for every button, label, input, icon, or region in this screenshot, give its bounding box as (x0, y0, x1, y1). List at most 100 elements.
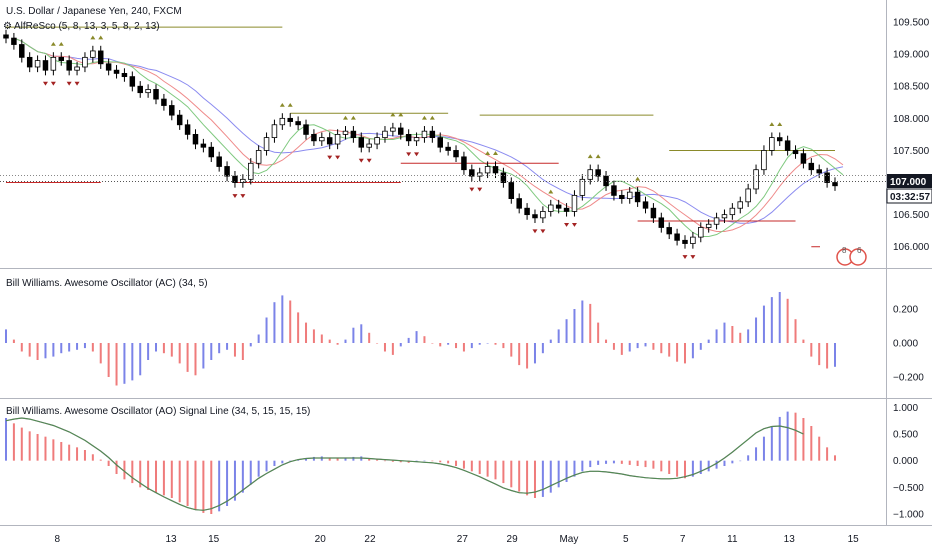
candle[interactable] (248, 162, 254, 180)
candle[interactable] (358, 137, 365, 148)
candle[interactable] (390, 127, 396, 132)
candle[interactable] (650, 207, 657, 219)
candle[interactable] (784, 140, 791, 151)
candle[interactable] (74, 66, 80, 71)
candle[interactable] (216, 156, 222, 167)
candle[interactable] (161, 98, 167, 106)
candle[interactable] (461, 156, 467, 171)
candle[interactable] (3, 34, 9, 39)
candle[interactable] (382, 130, 388, 139)
candle[interactable] (176, 114, 183, 126)
candle[interactable] (484, 166, 491, 174)
candle[interactable] (792, 150, 799, 155)
candle[interactable] (19, 44, 25, 58)
candle[interactable] (145, 89, 151, 94)
candle[interactable] (263, 137, 270, 151)
candle[interactable] (776, 137, 783, 142)
candle[interactable] (453, 150, 459, 158)
candle[interactable] (698, 227, 704, 238)
candle[interactable] (816, 169, 822, 174)
candle[interactable] (334, 133, 341, 145)
candle[interactable] (705, 223, 712, 228)
candle[interactable] (26, 56, 33, 68)
candle[interactable] (350, 130, 357, 139)
candle[interactable] (200, 143, 207, 148)
candle[interactable] (571, 194, 578, 212)
candle[interactable] (579, 178, 586, 196)
time-axis[interactable]: 8 13 15 20 22 27 29 May 5 7 11 13 15 (55, 534, 860, 545)
candle[interactable] (429, 130, 436, 139)
candle[interactable] (626, 191, 633, 199)
candles[interactable] (3, 29, 838, 249)
candle[interactable] (587, 169, 593, 180)
price-axis[interactable]: 109.500 109.000 108.500 108.000 107.500 106.5… (893, 18, 930, 254)
candle[interactable] (342, 130, 349, 135)
candle[interactable] (398, 127, 404, 135)
candle[interactable] (548, 204, 554, 212)
candle[interactable] (169, 105, 175, 116)
event-icon-flag[interactable] (849, 248, 867, 266)
candle[interactable] (153, 89, 159, 100)
candle[interactable] (690, 236, 696, 244)
candle[interactable] (311, 133, 317, 142)
candle[interactable] (619, 194, 625, 199)
candle[interactable] (832, 182, 838, 187)
candle[interactable] (658, 217, 665, 228)
candle[interactable] (374, 137, 380, 145)
candle[interactable] (105, 63, 112, 71)
candle[interactable] (824, 172, 830, 183)
candle[interactable] (761, 150, 767, 171)
ac-axis[interactable]: 0.200 0.000 −0.200 (893, 305, 924, 384)
candle[interactable] (437, 137, 443, 148)
event-badge[interactable]: 8 6 (836, 246, 867, 266)
candle[interactable] (713, 217, 720, 225)
candle[interactable] (508, 182, 515, 199)
candle[interactable] (319, 137, 325, 142)
candle[interactable] (240, 178, 246, 183)
candle[interactable] (34, 60, 41, 68)
candle[interactable] (271, 124, 278, 139)
candle[interactable] (595, 169, 601, 177)
candle[interactable] (129, 76, 136, 87)
candle[interactable] (563, 207, 570, 212)
candle[interactable] (11, 37, 17, 45)
ao-histogram[interactable] (5, 411, 836, 514)
candle[interactable] (137, 85, 143, 94)
candle[interactable] (287, 117, 293, 122)
candle[interactable] (532, 214, 538, 219)
candle[interactable] (800, 153, 807, 164)
candle[interactable] (666, 227, 672, 235)
candle[interactable] (737, 201, 744, 209)
candle[interactable] (642, 201, 649, 209)
candle[interactable] (674, 233, 680, 241)
ac-histogram[interactable] (5, 292, 836, 386)
candle[interactable] (184, 124, 191, 135)
candle[interactable] (50, 56, 57, 71)
candle[interactable] (90, 50, 96, 58)
candle[interactable] (516, 198, 522, 209)
candle[interactable] (232, 175, 238, 183)
candle[interactable] (255, 150, 262, 164)
candle[interactable] (295, 121, 301, 126)
candle[interactable] (303, 124, 309, 135)
candle[interactable] (208, 146, 215, 158)
candle[interactable] (121, 73, 128, 78)
candle[interactable] (769, 137, 775, 151)
candle[interactable] (42, 60, 49, 71)
candle[interactable] (682, 239, 688, 244)
gear-icon[interactable]: ⚙ (3, 21, 12, 32)
candle[interactable] (603, 175, 609, 187)
candle[interactable] (729, 207, 736, 216)
candle[interactable] (476, 172, 483, 177)
candle[interactable] (224, 166, 230, 177)
candle[interactable] (808, 162, 815, 171)
candle[interactable] (540, 211, 546, 219)
candle[interactable] (58, 56, 65, 61)
candle[interactable] (113, 69, 120, 74)
candle[interactable] (366, 143, 372, 148)
candle[interactable] (421, 130, 428, 139)
candle[interactable] (753, 169, 759, 190)
candle[interactable] (66, 60, 72, 71)
candle[interactable] (405, 133, 412, 142)
